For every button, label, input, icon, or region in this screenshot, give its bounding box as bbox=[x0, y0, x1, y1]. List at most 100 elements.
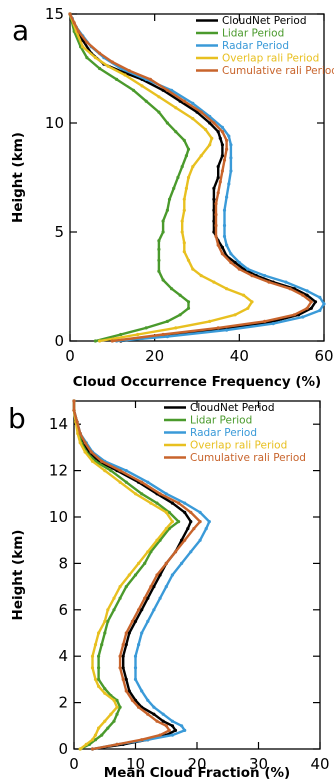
data-point bbox=[110, 60, 114, 64]
series-overlap-rali-period bbox=[72, 399, 174, 751]
data-point bbox=[165, 88, 169, 92]
data-point bbox=[225, 195, 229, 199]
data-point bbox=[146, 550, 150, 554]
data-point bbox=[189, 510, 193, 514]
data-point bbox=[161, 219, 165, 223]
series-line bbox=[68, 13, 313, 343]
data-point bbox=[186, 147, 191, 151]
data-point bbox=[143, 596, 147, 600]
data-point bbox=[103, 469, 107, 473]
data-point bbox=[220, 143, 224, 147]
data-point bbox=[158, 596, 162, 600]
data-point bbox=[180, 724, 184, 728]
data-point bbox=[186, 258, 191, 262]
data-point bbox=[263, 319, 267, 323]
data-point bbox=[157, 239, 161, 243]
data-point bbox=[90, 738, 95, 742]
data-point bbox=[246, 267, 250, 271]
data-point bbox=[100, 643, 104, 647]
data-point bbox=[267, 280, 271, 284]
data-point bbox=[222, 158, 227, 162]
data-point bbox=[222, 234, 227, 238]
data-point bbox=[220, 252, 224, 256]
data-point bbox=[90, 666, 95, 670]
data-point bbox=[263, 274, 267, 278]
data-point bbox=[222, 223, 227, 228]
data-point bbox=[161, 230, 165, 234]
data-point bbox=[97, 726, 101, 730]
data-point bbox=[180, 165, 184, 169]
data-point bbox=[191, 267, 195, 271]
data-point bbox=[180, 561, 184, 566]
data-point bbox=[214, 213, 218, 217]
data-point bbox=[199, 274, 203, 278]
data-point bbox=[229, 143, 233, 147]
y-tick-label: 4 bbox=[58, 647, 68, 665]
data-point bbox=[182, 138, 186, 142]
data-point bbox=[182, 250, 186, 254]
y-tick-label: 14 bbox=[49, 415, 68, 433]
y-tick-label: 2 bbox=[58, 694, 68, 712]
data-point bbox=[199, 110, 203, 114]
data-point bbox=[161, 88, 165, 92]
chart-panel-a: a 0 20 40 60 0 5 10 15 Cloud Occurrence Frequency… bbox=[10, 5, 334, 390]
data-point bbox=[208, 121, 212, 125]
data-point bbox=[301, 293, 305, 297]
data-point bbox=[124, 631, 128, 635]
data-point bbox=[173, 728, 178, 733]
x-tick-label: 20 bbox=[145, 347, 164, 365]
data-point bbox=[271, 322, 275, 326]
data-point bbox=[83, 441, 87, 445]
data-point bbox=[90, 459, 95, 463]
data-point bbox=[124, 469, 128, 473]
data-point bbox=[133, 619, 138, 624]
data-point bbox=[140, 738, 144, 742]
data-point bbox=[182, 208, 186, 212]
data-point bbox=[199, 154, 203, 158]
data-point bbox=[133, 654, 138, 658]
data-point bbox=[103, 631, 107, 635]
data-point bbox=[309, 306, 313, 310]
data-point bbox=[309, 300, 313, 304]
data-point bbox=[98, 66, 102, 71]
data-point bbox=[103, 687, 107, 691]
data-point bbox=[161, 712, 165, 716]
data-point bbox=[121, 643, 125, 647]
data-point bbox=[229, 252, 233, 256]
data-point bbox=[127, 69, 131, 73]
data-point bbox=[183, 538, 187, 542]
data-point bbox=[83, 450, 87, 454]
data-point bbox=[189, 520, 193, 524]
data-point bbox=[115, 712, 119, 716]
data-point bbox=[170, 501, 174, 505]
data-point bbox=[93, 677, 98, 682]
data-point bbox=[246, 306, 250, 310]
data-point bbox=[78, 441, 82, 445]
data-point bbox=[177, 520, 181, 524]
data-point bbox=[214, 234, 218, 238]
data-point bbox=[137, 705, 141, 709]
data-point bbox=[98, 339, 102, 343]
data-point bbox=[189, 550, 193, 554]
data-point bbox=[165, 335, 169, 339]
data-point bbox=[174, 130, 178, 134]
data-point bbox=[172, 186, 176, 190]
data-point bbox=[173, 550, 178, 554]
data-point bbox=[191, 101, 195, 105]
data-point bbox=[93, 733, 98, 737]
data-point bbox=[170, 733, 174, 737]
data-point bbox=[152, 585, 156, 589]
data-point bbox=[157, 258, 161, 262]
data-point bbox=[78, 747, 82, 751]
data-point bbox=[161, 719, 165, 723]
data-point bbox=[137, 608, 141, 612]
data-point bbox=[121, 666, 125, 670]
data-point bbox=[225, 138, 229, 142]
panel-label: a bbox=[12, 14, 29, 47]
data-point bbox=[225, 243, 229, 247]
data-point bbox=[89, 450, 93, 454]
y-tick-label: 0 bbox=[54, 332, 64, 350]
data-point bbox=[212, 230, 216, 234]
